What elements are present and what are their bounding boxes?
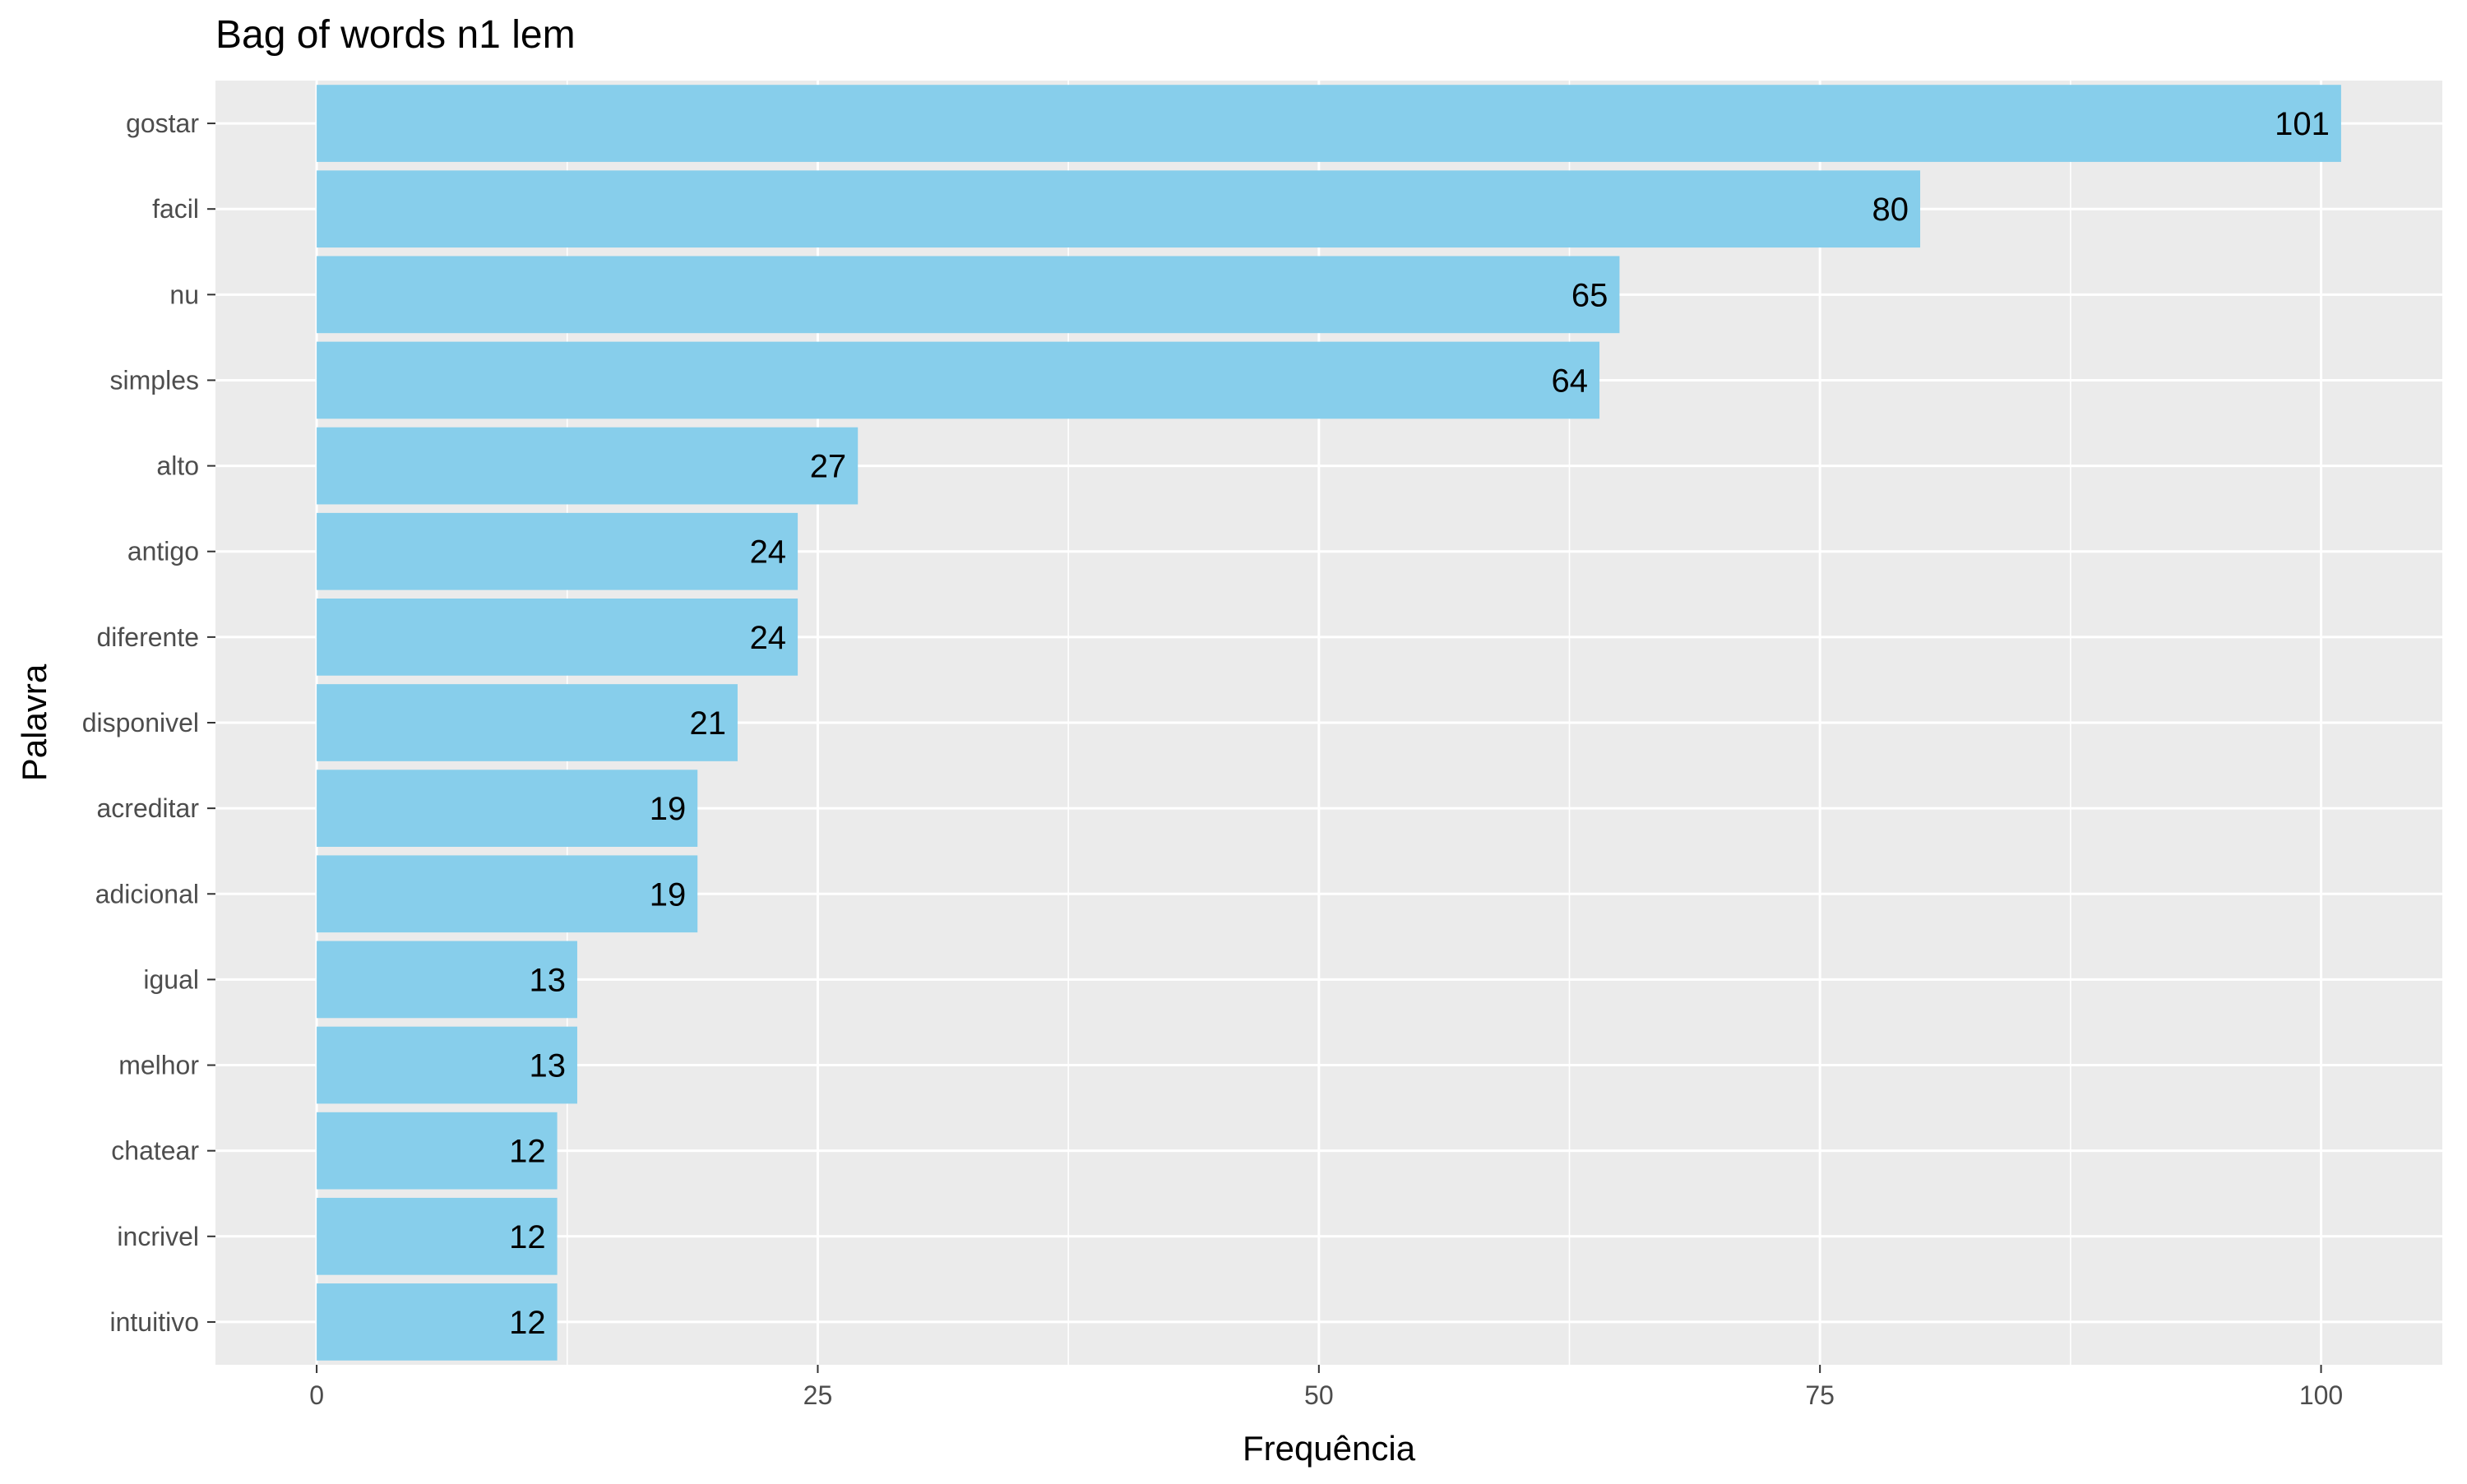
x-tick-label: 50: [1304, 1380, 1334, 1410]
data-labels: 101 80 65 64 27 24 24 21 19 19 13 13 12 12 12: [509, 106, 2330, 1341]
data-label-acreditar: 19: [650, 791, 687, 827]
y-tick-label-melhor: melhor: [118, 1051, 199, 1080]
data-label-incrivel: 12: [509, 1219, 546, 1255]
y-axis-title: Palavra: [15, 663, 53, 781]
y-tick-label-alto: alto: [156, 451, 199, 481]
y-tick-label-adicional: adicional: [95, 879, 199, 908]
data-label-diferente: 24: [750, 620, 787, 656]
y-axis: gostar facil nu simples alto antigo diferente d…: [82, 109, 215, 1337]
data-label-alto: 27: [810, 449, 847, 485]
bar-disponivel: [317, 684, 738, 761]
y-tick-label-facil: facil: [152, 194, 199, 224]
chart-title: Bag of words n1 lem: [215, 13, 576, 57]
y-tick-label-disponivel: disponivel: [82, 708, 199, 737]
y-tick-label-intuitivo: intuitivo: [110, 1307, 200, 1337]
y-tick-label-igual: igual: [143, 964, 199, 994]
bar-intuitivo: [317, 1283, 558, 1361]
bars: [317, 85, 2341, 1361]
bar-alto: [317, 427, 859, 505]
x-axis: 0 25 50 75 100: [309, 1365, 2343, 1410]
data-label-facil: 80: [1872, 192, 1909, 228]
data-label-adicional: 19: [650, 876, 687, 913]
y-tick-label-acreditar: acreditar: [97, 793, 200, 823]
y-tick-label-antigo: antigo: [127, 537, 199, 566]
y-tick-label-gostar: gostar: [126, 109, 199, 138]
data-label-simples: 64: [1552, 363, 1589, 399]
bar-chatear: [317, 1112, 558, 1190]
bar-diferente: [317, 599, 798, 676]
y-tick-label-incrivel: incrivel: [117, 1222, 199, 1251]
bar-facil: [317, 170, 1921, 248]
data-label-nu: 65: [1571, 277, 1608, 313]
bar-incrivel: [317, 1197, 558, 1275]
x-tick-label: 25: [803, 1380, 833, 1410]
data-label-antigo: 24: [750, 534, 787, 571]
x-tick-label: 75: [1805, 1380, 1835, 1410]
x-axis-title: Frequência: [1243, 1429, 1416, 1468]
data-label-disponivel: 21: [689, 705, 726, 742]
bar-acreditar: [317, 770, 698, 847]
bar-melhor: [317, 1026, 577, 1104]
bar-antigo: [317, 512, 798, 590]
x-tick-label: 0: [309, 1380, 324, 1410]
y-tick-label-nu: nu: [169, 280, 199, 309]
bar-igual: [317, 941, 577, 1019]
data-label-igual: 13: [529, 962, 566, 998]
x-tick-label: 100: [2299, 1380, 2343, 1410]
data-label-chatear: 12: [509, 1134, 546, 1170]
bar-adicional: [317, 855, 698, 933]
y-tick-label-chatear: chatear: [111, 1136, 199, 1166]
data-label-intuitivo: 12: [509, 1305, 546, 1341]
data-label-gostar: 101: [2275, 106, 2330, 142]
y-tick-label-simples: simples: [110, 365, 199, 395]
y-tick-label-diferente: diferente: [96, 622, 199, 652]
bar-simples: [317, 341, 1600, 419]
data-label-melhor: 13: [529, 1048, 566, 1084]
bar-nu: [317, 256, 1620, 334]
bar-gostar: [317, 85, 2341, 162]
